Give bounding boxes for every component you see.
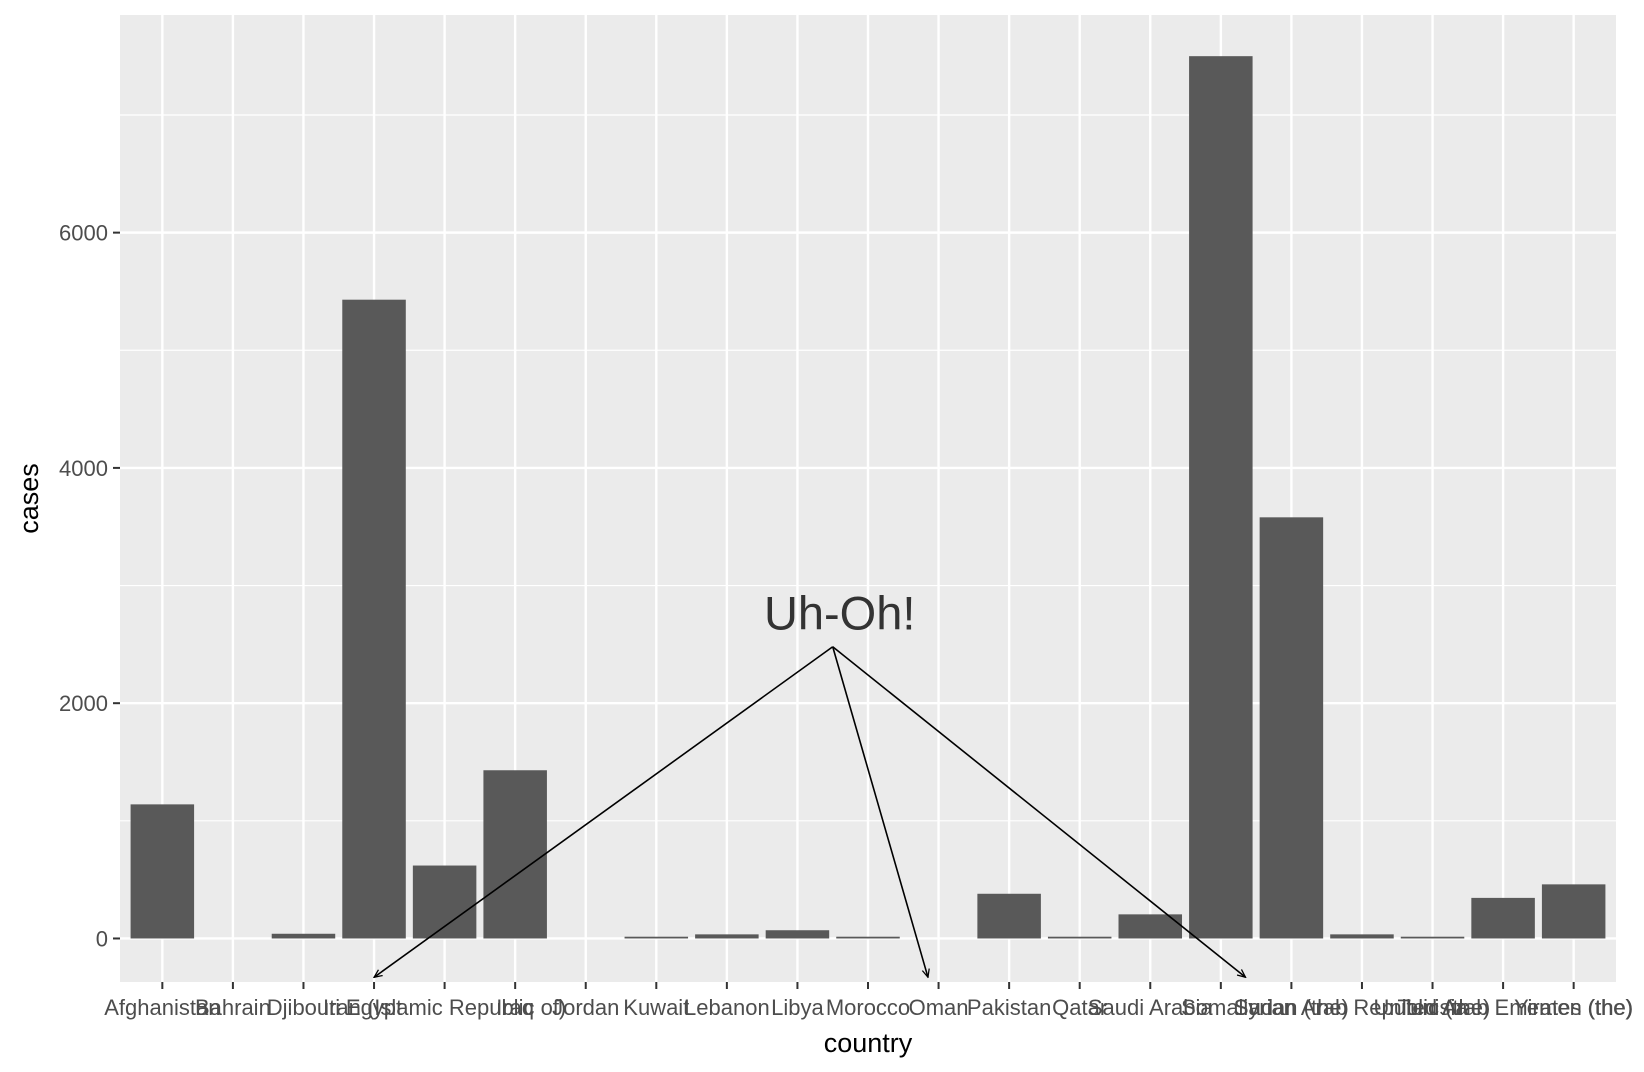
x-tick-label: Iraq [496,995,534,1020]
x-tick-label: Syrian Arab Republic (the) [1234,995,1491,1020]
bar [977,893,1041,939]
x-tick-label: Tunisia [1397,995,1468,1020]
bar [483,770,547,939]
bar [1471,897,1535,939]
bar [836,936,900,939]
x-tick-label: Lebanon [684,995,770,1020]
bar [1330,934,1394,939]
annotation-arrow [832,646,1246,978]
x-tick-label: Pakistan [967,995,1051,1020]
bar [271,933,336,939]
x-tick-label: Sudan (the) [1234,995,1349,1020]
bar [1189,56,1253,939]
bar [412,865,477,939]
x-tick-label: Egypt [346,995,402,1020]
y-axis-title: cases [14,463,44,534]
x-tick-label: Yemen (the) [1514,995,1633,1020]
bar [1259,517,1324,939]
x-tick-label: Bahrain [195,995,271,1020]
y-tick-label: 2000 [59,691,108,716]
annotation: Uh-Oh! [374,587,1245,978]
annotation-arrow [374,646,834,978]
x-axis-title: country [824,1028,913,1058]
bars [130,56,1606,939]
bar [342,299,406,939]
x-tick-label: Afghanistan [104,995,220,1020]
x-tick-label: Iran (Islamic Republic of) [323,995,566,1020]
bar [624,936,689,939]
x-tick-label: Oman [909,995,969,1020]
x-tick-label: Somalia [1181,995,1261,1020]
y-tick-label: 6000 [59,221,108,246]
annotation-text: Uh-Oh! [764,587,916,640]
y-tick-label: 4000 [59,456,108,481]
bar [1541,884,1606,939]
bar [695,934,759,939]
x-tick-label: Libya [771,995,824,1020]
y-tick-label: 0 [96,926,108,951]
bar [130,804,195,939]
x-tick-label: Djibouti [267,995,340,1020]
x-tick-label: Kuwait [623,995,689,1020]
bar [1400,936,1465,939]
x-tick-label: Qatar [1052,995,1107,1020]
x-tick-label: Saudi Arabia [1088,995,1214,1020]
bar [1047,936,1112,939]
x-tick-label: Jordan [552,995,619,1020]
major-gridlines [120,15,1616,982]
x-tick-label: United Arab Emirates (the) [1373,995,1632,1020]
y-axis: 0 2000 4000 6000 [59,221,120,951]
bar [765,930,830,939]
annotation-arrow [831,646,928,978]
x-tick-label: Morocco [826,995,910,1020]
